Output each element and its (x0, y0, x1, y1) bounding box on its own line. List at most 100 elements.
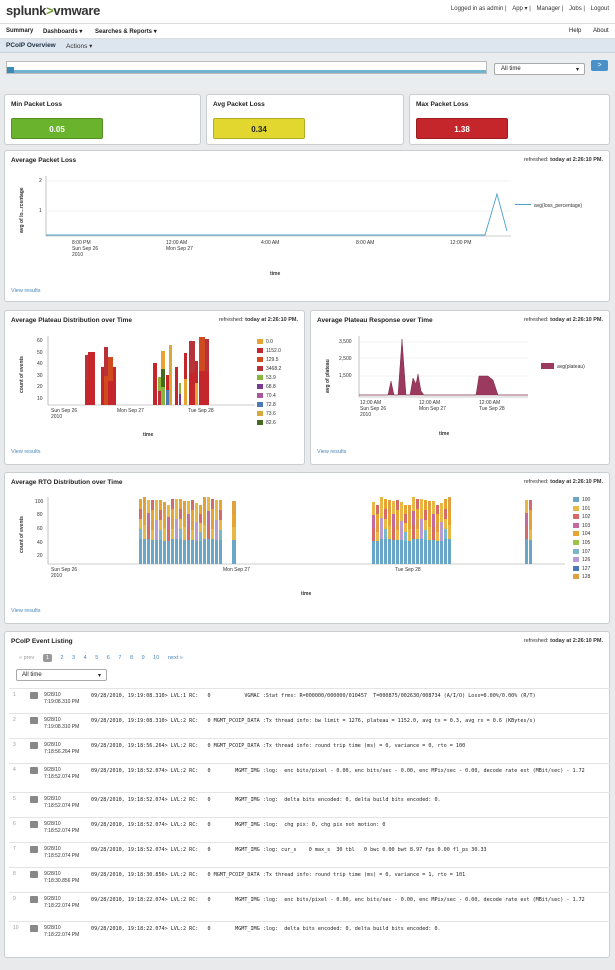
bar-segment (147, 500, 150, 513)
rto-distribution-chart (47, 497, 565, 565)
bar-segment (203, 511, 206, 525)
event-timestamp: 9/28/10 7:18:52.074 PM (44, 796, 80, 809)
legend-swatch (573, 505, 579, 511)
legend-label: 73.6 (266, 411, 276, 417)
nav-dashboards[interactable]: Dashboards ▾ (43, 29, 83, 35)
event-raw-text: 09/28/2010, 19:18:56.264> LVL:2 RC: 0 MG… (91, 743, 466, 749)
nav-summary[interactable]: Summary (6, 28, 34, 34)
bar-segment (167, 517, 170, 529)
legend-swatch (541, 363, 554, 369)
timeline[interactable] (6, 61, 487, 74)
view-results-link[interactable]: View results (11, 449, 41, 455)
jobs-link[interactable]: Jobs (569, 6, 582, 12)
legend-swatch (257, 366, 263, 371)
legend-label: 68.8 (266, 384, 276, 390)
event-actions-icon[interactable] (30, 767, 38, 774)
legend-item: 82.6 (257, 420, 276, 426)
page-7[interactable]: 7 (118, 655, 122, 661)
y-tick: 2,500 (339, 356, 352, 362)
x-tick: 4:00 AM (261, 240, 280, 246)
page-8[interactable]: 8 (129, 655, 134, 661)
view-results-link[interactable]: View results (11, 608, 41, 614)
bar-segment (448, 511, 451, 525)
page-10[interactable]: 10 (153, 655, 160, 661)
bar-segment (444, 519, 447, 529)
event-timestamp: 9/28/10 7:18:30.856 PM (44, 871, 80, 884)
bar-segment (372, 515, 375, 528)
bar-segment (151, 540, 154, 564)
event-number: 7 (13, 846, 16, 852)
bar-segment (143, 511, 146, 525)
app-menu[interactable]: App ▾ (512, 6, 528, 12)
splunk-vmware-logo[interactable]: splunk>vmware (6, 3, 100, 18)
legend-label: 3468.2 (266, 366, 282, 372)
bar-segment (424, 530, 427, 540)
max-packet-loss-panel: Max Packet Loss 1.38 (409, 94, 610, 145)
page-5[interactable]: 5 (95, 655, 99, 661)
actions-menu[interactable]: Actions ▾ (66, 43, 93, 50)
help-link[interactable]: Help (569, 28, 582, 34)
prev-page-link[interactable]: « prev (19, 655, 35, 661)
event-actions-icon[interactable] (30, 896, 38, 903)
y-tick: 1 (39, 208, 42, 214)
logout-link[interactable]: Logout (590, 6, 609, 12)
view-results-link[interactable]: View results (317, 449, 347, 455)
page-1[interactable]: 1 (42, 654, 52, 662)
legend-item: 127 (573, 565, 590, 572)
legend-item: 107 (573, 548, 591, 555)
bar-segment (412, 525, 415, 539)
bar-segment (147, 539, 150, 564)
panel-title: PCoIP Event Listing (11, 638, 73, 645)
about-link[interactable]: About (593, 28, 609, 34)
event-row: 8 9/28/10 7:18:30.856 PM 09/28/2010, 19:18… (9, 867, 611, 892)
panel-title: Average Packet Loss (11, 157, 77, 164)
manager-link[interactable]: Manager (536, 6, 561, 12)
y-tick: 1,500 (339, 373, 352, 379)
bar-segment (428, 501, 431, 514)
timeline-handle[interactable] (7, 67, 14, 73)
bar-segment (408, 505, 411, 517)
legend-label: 126 (582, 557, 591, 564)
page-3[interactable]: 3 (72, 655, 76, 661)
x-tick: 12:00 PM (450, 240, 472, 246)
refreshed-label: refreshed: today at 2:26:10 PM. (219, 317, 298, 323)
event-time-range-select[interactable]: All time ▾ (16, 669, 107, 681)
top-links: Logged in as admin | App ▾ | Manager | J… (450, 6, 609, 12)
bar-segment (195, 383, 198, 405)
event-actions-icon[interactable] (30, 796, 38, 803)
event-actions-icon[interactable] (30, 846, 38, 853)
event-actions-icon[interactable] (30, 742, 38, 749)
event-actions-icon[interactable] (30, 717, 38, 724)
search-go-button[interactable]: > (591, 60, 608, 71)
bar-segment (159, 530, 162, 540)
time-range-select[interactable]: All time ▾ (494, 63, 585, 75)
logged-in-label: Logged in as admin (450, 6, 504, 12)
page-2[interactable]: 2 (60, 655, 64, 661)
panel-title: Avg Packet Loss (213, 101, 265, 108)
legend-swatch (257, 339, 263, 344)
refreshed-time: today at 2:26:10 PM. (550, 317, 603, 323)
bar-segment (171, 529, 174, 539)
bar-segment (525, 513, 528, 526)
bar-segment (139, 539, 142, 564)
event-timestamp: 9/28/10 7:18:52.074 PM (44, 767, 80, 780)
nav-searches-reports[interactable]: Searches & Reports ▾ (95, 29, 157, 35)
page-9[interactable]: 9 (141, 655, 145, 661)
legend-label: 107 (582, 548, 591, 555)
event-timestamp: 9/28/10 7:18:52.074 PM (44, 846, 80, 859)
next-page-link[interactable]: next » (167, 655, 183, 661)
view-results-link[interactable]: View results (11, 288, 41, 294)
bar-segment (529, 520, 532, 530)
event-actions-icon[interactable] (30, 821, 38, 828)
x-tick: Tue Sep 28 (395, 567, 421, 573)
bar-segment (175, 539, 178, 564)
page-4[interactable]: 4 (83, 655, 87, 661)
event-actions-icon[interactable] (30, 871, 38, 878)
x-axis-label: time (301, 591, 312, 597)
timeline-fill (7, 70, 486, 73)
event-actions-icon[interactable] (30, 692, 38, 699)
event-actions-icon[interactable] (30, 925, 38, 932)
bar-segment (424, 500, 427, 510)
page-6[interactable]: 6 (106, 655, 110, 661)
bar-segment (412, 511, 415, 525)
